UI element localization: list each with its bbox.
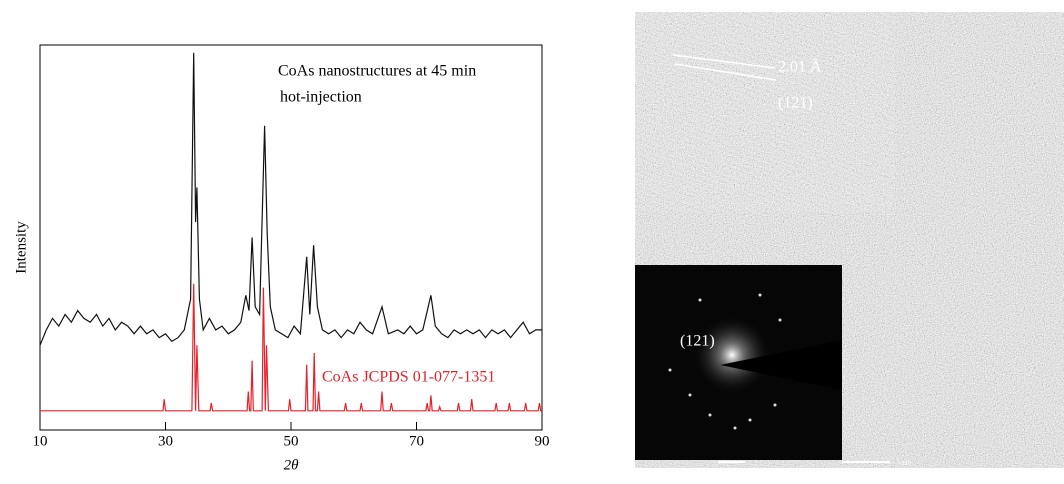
annotation: hot-injection xyxy=(280,89,362,106)
lattice-fringes xyxy=(635,12,895,212)
saed-spots xyxy=(668,293,782,430)
series-line xyxy=(39,52,542,346)
x-axis-label: 2θ xyxy=(284,457,300,473)
d-spacing-label: 2.01 Å xyxy=(778,58,822,76)
x-tick-label: 30 xyxy=(158,433,173,449)
fringe-marker xyxy=(672,54,776,69)
fringe-marker xyxy=(674,63,777,81)
x-tick-label: 50 xyxy=(284,433,299,449)
annotation: CoAs nanostructures at 45 min xyxy=(278,63,476,80)
x-tick-label: 90 xyxy=(535,433,550,449)
annotation: CoAs JCPDS 01-077-1351 xyxy=(322,369,495,386)
saed-plane-label: (121) xyxy=(680,333,715,350)
plane-label: (121) xyxy=(778,95,813,112)
x-tick-label: 10 xyxy=(33,433,48,449)
scale-label: 5 nm xyxy=(897,459,912,467)
x-tick-label: 70 xyxy=(409,433,424,449)
y-axis-label: Intensity xyxy=(13,221,29,274)
series-line xyxy=(40,283,542,412)
tem-image: 2.01 Å (121) (121) 5 nm xyxy=(635,12,1064,468)
saed-center xyxy=(692,315,772,395)
beam-stop xyxy=(720,340,842,390)
xrd-chart: 10 30 50 70 90 2θ Intensity CoAs nanostructures… xyxy=(13,44,550,473)
